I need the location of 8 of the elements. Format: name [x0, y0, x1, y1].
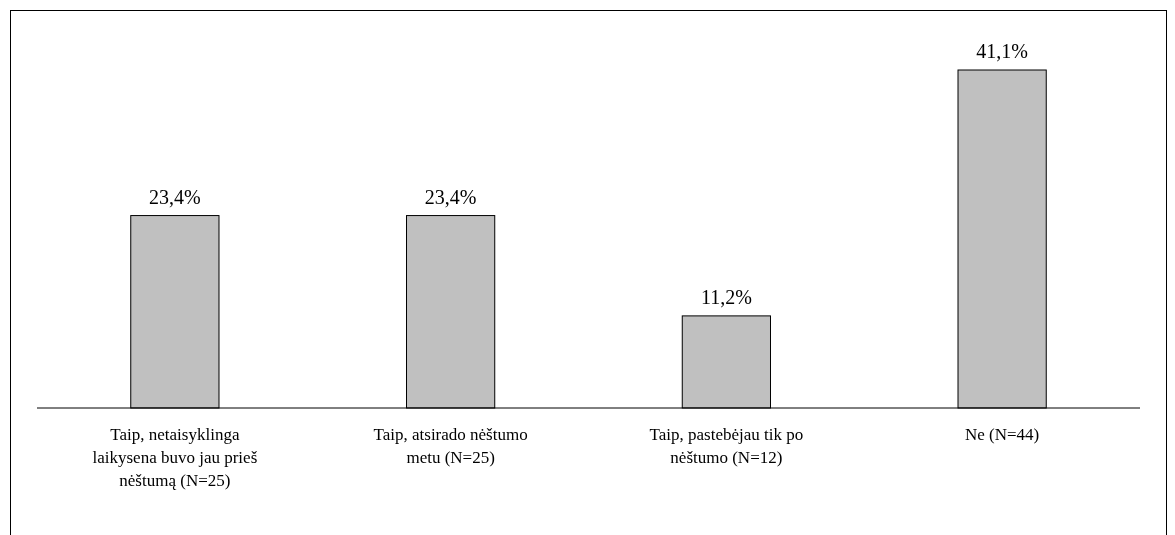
x-tick-label: Taip, atsirado nėštumo metu (N=25) [373, 425, 528, 467]
data-label: 41,1% [976, 40, 1028, 62]
x-tick-label: Taip, pastebėjau tik po nėštumo (N=12) [649, 425, 804, 467]
data-label: 11,2% [700, 285, 752, 308]
data-label: 23,4% [149, 185, 201, 208]
x-tick-label: Taip, netaisyklinga laikysena buvo jau prieš nėštumą (N=25) [92, 425, 258, 490]
data-label: 23,4% [424, 185, 477, 208]
x-tick-label: Ne (N=44) [964, 425, 1040, 444]
